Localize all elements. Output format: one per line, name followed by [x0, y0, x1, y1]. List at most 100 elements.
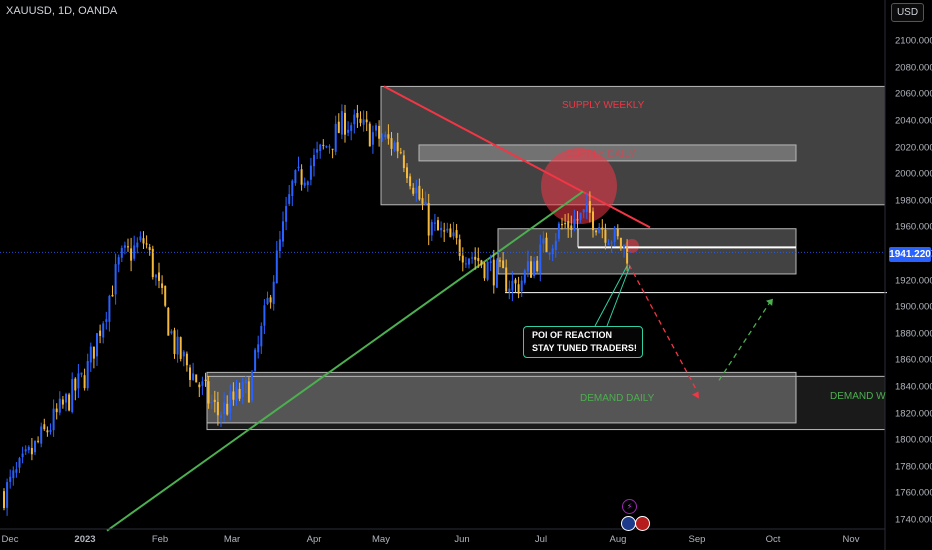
green-trendline: [106, 190, 584, 532]
candle-body: [598, 227, 601, 234]
candle-body: [173, 330, 176, 355]
candle-body: [278, 239, 281, 252]
candle-body: [195, 374, 198, 383]
candle-body: [362, 119, 365, 125]
candle-body: [282, 221, 284, 242]
zone-0: [380, 85, 886, 206]
candle-body: [185, 353, 188, 366]
time-axis-label: 2023: [74, 534, 96, 545]
candle-body: [244, 379, 247, 384]
time-axis-label: Jun: [454, 534, 470, 545]
candle-body: [309, 165, 312, 180]
time-axis-label: Aug: [609, 534, 627, 545]
projection-down-arrow: [692, 391, 699, 399]
time-axis-label: May: [372, 534, 390, 545]
candle-body: [545, 237, 548, 253]
candle-body: [427, 203, 430, 236]
price-axis-label: 2060.000: [895, 88, 932, 100]
candle-body: [337, 121, 340, 134]
candle-body: [418, 185, 421, 200]
candle-body: [468, 258, 470, 265]
candle-body: [409, 176, 412, 187]
candle-body: [396, 142, 399, 152]
candle-body: [604, 229, 607, 243]
us-flag-event-icon-2[interactable]: [635, 516, 650, 531]
price-axis-label: 1740.000: [895, 514, 932, 526]
candle-body: [592, 211, 594, 231]
candle-body: [27, 446, 30, 451]
candle-body: [576, 219, 579, 221]
candle-body: [182, 351, 185, 357]
currency-button[interactable]: USD: [891, 3, 924, 22]
candle-body: [514, 279, 517, 284]
candle-body: [359, 118, 362, 123]
candle-body: [619, 237, 622, 249]
lightning-event-icon[interactable]: ⚡: [622, 499, 637, 514]
candle-body: [458, 239, 461, 256]
candle-body: [158, 272, 160, 281]
price-axis-label: 1920.000: [895, 275, 932, 287]
candle-body: [483, 263, 486, 279]
candle-body: [275, 250, 278, 284]
candle-body: [533, 261, 536, 277]
candle-body: [179, 337, 182, 359]
candle-body: [306, 181, 309, 186]
candle-body: [607, 243, 610, 245]
candle-body: [452, 232, 455, 237]
candle-body: [192, 373, 195, 381]
candle-body: [499, 260, 501, 262]
candle-body: [548, 252, 551, 255]
candles-layer: [3, 104, 629, 516]
candle-body: [406, 167, 408, 179]
candle-body: [130, 248, 133, 261]
candle-body: [585, 203, 588, 212]
candle-body: [588, 201, 591, 213]
last-price-tag: 1941.220: [889, 247, 931, 262]
candle-body: [610, 242, 613, 244]
candle-body: [102, 323, 105, 338]
callout-line-2: STAY TUNED TRADERS!: [532, 343, 637, 353]
candle-body: [37, 440, 40, 442]
candle-body: [285, 206, 288, 222]
candle-body: [443, 230, 446, 232]
candle-body: [331, 148, 334, 150]
price-axis-label: 2000.000: [895, 168, 932, 180]
ticker-label: XAUUSD, 1D, OANDA: [6, 5, 118, 17]
candle-body: [390, 138, 393, 149]
us-flag-event-icon[interactable]: [621, 516, 636, 531]
time-axis-label: Sep: [688, 534, 706, 545]
candle-body: [210, 401, 213, 403]
supply-weekly-label: SUPPLY WEEKLY: [562, 100, 645, 111]
candle-body: [133, 245, 136, 259]
candle-body: [378, 125, 381, 139]
candle-body: [480, 260, 483, 266]
supply-daily-label: SUPPLY DAILY: [566, 149, 636, 160]
candle-body: [161, 283, 164, 288]
price-axis-label: 1980.000: [895, 195, 932, 207]
projection-up: [718, 300, 772, 381]
candle-body: [96, 333, 98, 357]
candle-body: [142, 238, 145, 244]
candle-body: [616, 228, 619, 237]
candle-body: [523, 270, 526, 283]
projection-up-arrow: [766, 298, 773, 306]
candle-body: [350, 125, 353, 131]
zone-1: [418, 144, 797, 162]
candle-body: [561, 224, 563, 226]
candle-body: [303, 182, 306, 186]
candle-body: [148, 247, 151, 251]
candle-body: [198, 384, 201, 388]
time-axis-label: Jul: [534, 534, 548, 545]
candle-body: [536, 260, 539, 272]
candle-body: [328, 146, 331, 148]
candle-body: [254, 349, 257, 371]
poi-callout: POI OF REACTION STAY TUNED TRADERS!: [523, 326, 643, 358]
candle-body: [223, 402, 226, 415]
candle-body: [220, 415, 222, 418]
candle-body: [136, 242, 139, 248]
candle-body: [34, 440, 36, 453]
candle-body: [105, 319, 108, 322]
candle-body: [235, 387, 238, 401]
candle-body: [24, 449, 27, 452]
